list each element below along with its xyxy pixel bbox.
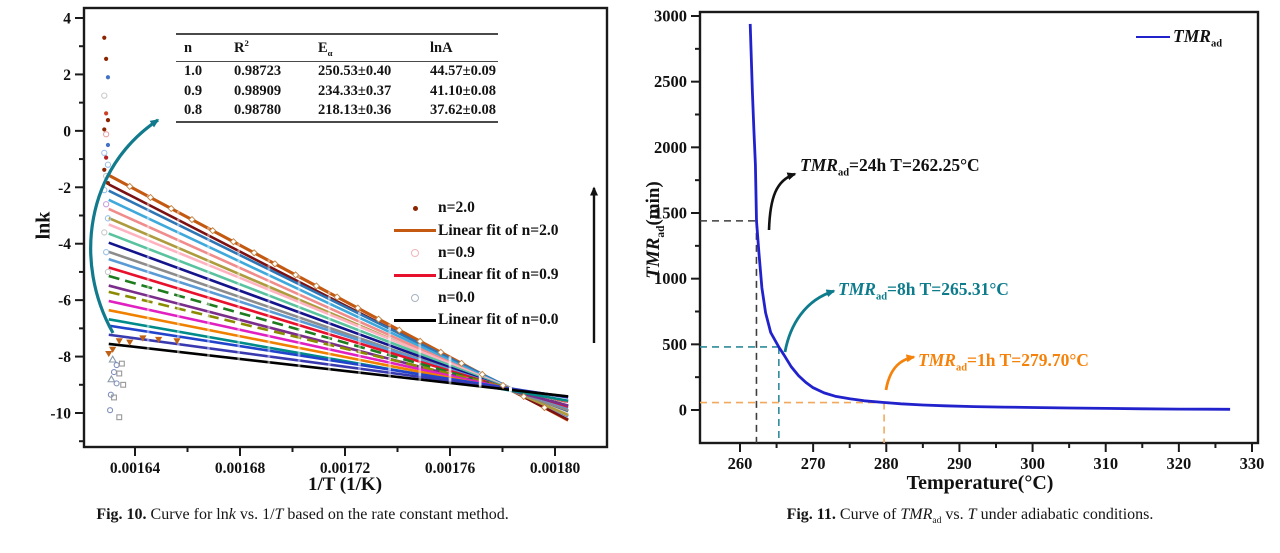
scatter-marker-icon	[392, 205, 438, 211]
table-row: 0.9 0.98909 234.33±0.37 41.10±0.08	[184, 82, 496, 99]
tick-labels: 0.00164 0.00168 0.00172 0.00176 0.00180 4 2 0 -2…	[50, 11, 580, 478]
svg-text:310: 310	[1093, 454, 1118, 473]
annotation-arrow	[767, 172, 797, 231]
legend-line-icon	[1136, 35, 1170, 38]
fig10-y-axis-label: lnk	[32, 211, 55, 240]
fig11-legend: TMRad	[1136, 26, 1223, 50]
svg-text:500: 500	[662, 335, 687, 354]
fig10-caption: Fig. 10. Curve for lnk vs. 1/T based on …	[96, 506, 509, 523]
fig10-results-table: n R2 Eα lnA 1.0 0.98723 250.53±0.40 44.5…	[176, 33, 498, 123]
axis-ticks	[75, 17, 556, 456]
fig10-chart-svg: 0.00164 0.00168 0.00172 0.00176 0.00180 4 2 0 -2…	[50, 6, 609, 478]
fit-lines	[108, 173, 569, 422]
fig11-caption: Fig. 11. Curve of TMRad vs. T under adia…	[786, 506, 1154, 527]
line-marker-icon	[392, 273, 438, 277]
fig10-x-axis-label: 1/T (1/K)	[307, 474, 383, 495]
tmr-curve	[748, 23, 1231, 411]
tick-labels: 260 270 280 290 300 310 320 330 0 500 1000 1500 2000…	[654, 7, 1264, 474]
table-row: 0.8 0.98780 218.13±0.36 37.62±0.08	[184, 102, 496, 119]
legend-item: n=2.0	[392, 197, 559, 219]
svg-text:4: 4	[63, 11, 71, 28]
fig11-y-axis-label: TMRad(min)	[643, 181, 667, 279]
line-marker-icon	[392, 318, 438, 322]
annotation-1h: TMRad=1h T=279.70°C	[918, 350, 1089, 374]
fig11-x-axis-label: Temperature(°C)	[906, 472, 1054, 494]
svg-text:0.00176: 0.00176	[425, 460, 476, 477]
svg-text:2000: 2000	[654, 138, 687, 157]
fig11-legend-label: TMRad	[1173, 26, 1223, 50]
svg-text:-8: -8	[58, 349, 71, 366]
line-marker-icon	[392, 229, 438, 233]
svg-text:290: 290	[947, 454, 972, 473]
legend-item: n=0.0	[392, 287, 559, 309]
table-header-ea: Eα	[318, 39, 333, 58]
svg-text:1500: 1500	[654, 204, 687, 223]
annotation-arrow	[89, 118, 160, 334]
legend-item: Linear fit of n=2.0	[392, 219, 559, 241]
svg-text:260: 260	[728, 454, 753, 473]
svg-text:300: 300	[1020, 454, 1045, 473]
svg-text:0: 0	[679, 401, 687, 420]
svg-text:330: 330	[1240, 454, 1265, 473]
svg-text:-6: -6	[58, 293, 71, 310]
svg-text:-4: -4	[58, 236, 71, 253]
svg-text:-2: -2	[58, 180, 71, 197]
scatter-column	[101, 35, 112, 276]
scatter-cluster	[105, 335, 181, 421]
table-header-row: n R2 Eα lnA	[176, 35, 498, 62]
fig10-legend: n=2.0 Linear fit of n=2.0 n=0.9 Linear f…	[392, 197, 559, 331]
svg-text:0.00164: 0.00164	[110, 460, 161, 477]
legend-item: Linear fit of n=0.0	[392, 309, 559, 331]
svg-text:2500: 2500	[654, 72, 687, 91]
annotation-arrow	[783, 289, 836, 353]
scatter-marker-icon	[392, 248, 438, 257]
legend-item: Linear fit of n=0.9	[392, 264, 559, 286]
svg-text:0.00168: 0.00168	[215, 460, 266, 477]
table-header-n: n	[184, 39, 193, 56]
svg-text:270: 270	[801, 454, 826, 473]
fig11-chart-svg: 260 270 280 290 300 310 320 330 0 500 1000 1500 2000…	[654, 7, 1264, 474]
svg-text:0.00180: 0.00180	[530, 460, 581, 477]
axis-ticks	[691, 15, 1253, 452]
svg-text:2: 2	[63, 67, 71, 84]
scatter-marker-icon	[392, 293, 438, 302]
table-row: 1.0 0.98723 250.53±0.40 44.57±0.09	[184, 63, 496, 80]
annotation-24h: TMRad=24h T=262.25°C	[800, 155, 980, 179]
annotation-8h: TMRad=8h T=265.31°C	[838, 279, 1009, 303]
svg-text:3000: 3000	[654, 7, 687, 26]
svg-text:0: 0	[63, 123, 71, 140]
annotation-arrow	[884, 354, 916, 391]
svg-text:1000: 1000	[654, 269, 687, 288]
dashed-guides	[700, 220, 885, 443]
table-header-r2: R2	[234, 37, 249, 56]
table-header-lna: lnA	[430, 39, 453, 56]
legend-item: n=0.9	[392, 242, 559, 264]
svg-text:0.00172: 0.00172	[320, 460, 371, 477]
n2-diamond-markers	[126, 182, 549, 412]
svg-text:320: 320	[1166, 454, 1191, 473]
svg-text:280: 280	[874, 454, 899, 473]
svg-text:-10: -10	[50, 406, 71, 423]
